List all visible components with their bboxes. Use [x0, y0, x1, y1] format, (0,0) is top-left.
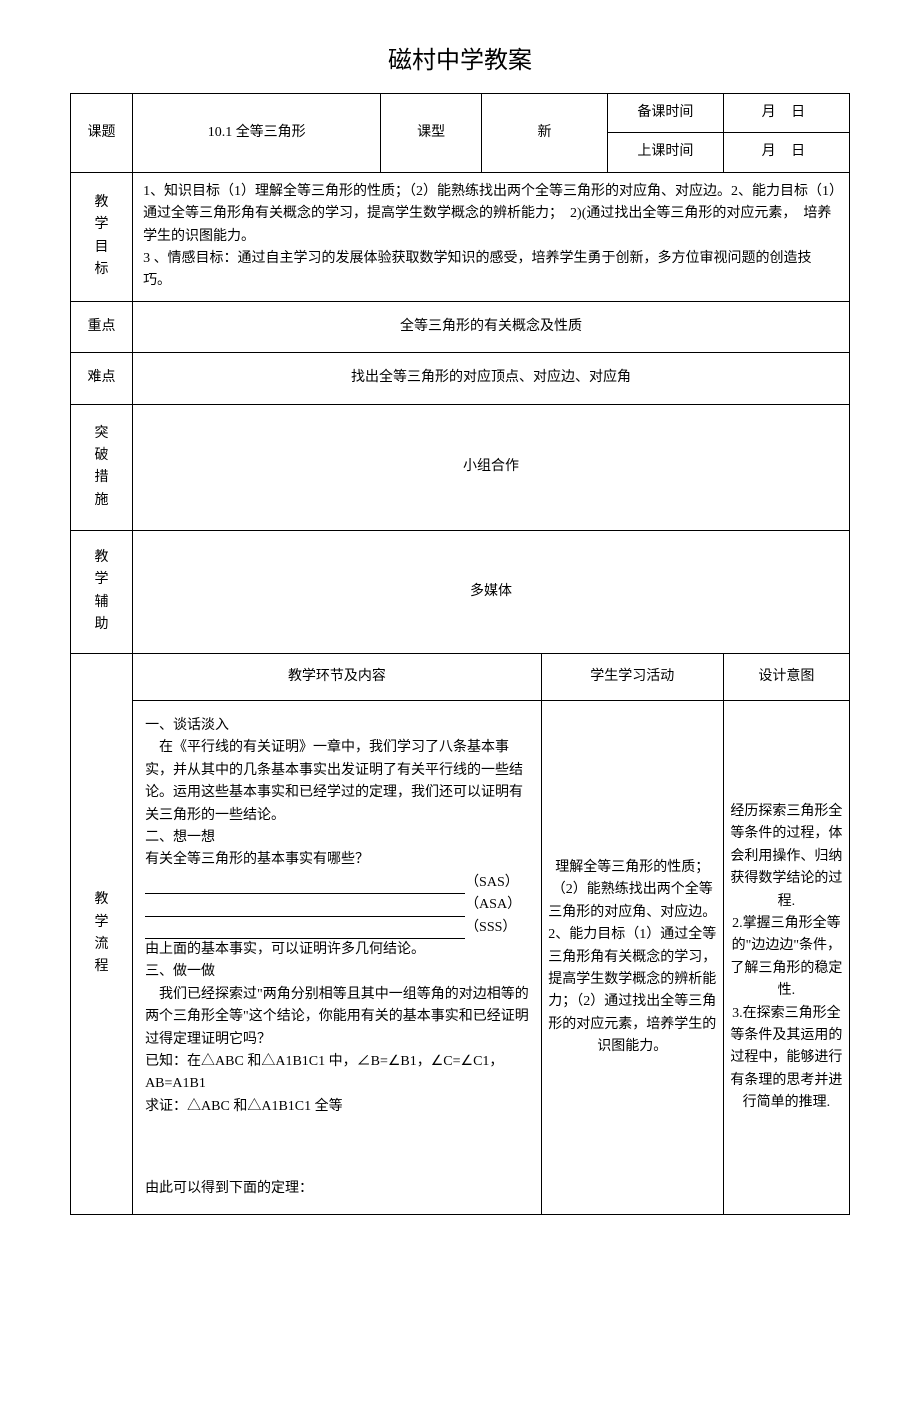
activity-header: 学生学习活动 — [541, 653, 723, 700]
goals-label: 教学目标 — [71, 172, 133, 301]
topic-value: 10.1 全等三角形 — [133, 94, 381, 173]
type-value: 新 — [481, 94, 607, 173]
content-body: 一、谈话淡入 在《平行线的有关证明》一章中，我们学习了八条基本事实，并从其中的几… — [133, 701, 542, 1215]
content-p4: 有关全等三角形的基本事实有哪些？ — [145, 849, 529, 871]
flow-label: 教 学 流 程 — [71, 653, 133, 1215]
break-value: 小组合作 — [133, 404, 850, 531]
lesson-plan-table: 课题 10.1 全等三角形 课型 新 备课时间 月 日 上课时间 月 日 教学目… — [70, 93, 850, 1215]
content-p9: 求证：△ABC 和△A1B1C1 全等 — [145, 1096, 529, 1118]
content-p5: 由上面的基本事实，可以证明许多几何结论。 — [145, 939, 529, 961]
content-p3: 二、想一想 — [145, 827, 529, 849]
activity-body: 理解全等三角形的性质；（2）能熟练找出两个全等三角形的对应角、对应边。 2、能力… — [541, 701, 723, 1215]
aid-label: 教学辅助 — [71, 531, 133, 654]
key-value: 全等三角形的有关概念及性质 — [133, 301, 850, 352]
content-p2: 在《平行线的有关证明》一章中，我们学习了八条基本事实，并从其中的几条基本事实出发… — [145, 737, 529, 827]
prep-time-value: 月 日 — [723, 94, 849, 133]
class-time-value: 月 日 — [723, 133, 849, 172]
goals-value: 1、知识目标（1）理解全等三角形的性质；（2）能熟练找出两个全等三角形的对应角、… — [133, 172, 850, 301]
page-title: 磁村中学教案 — [70, 40, 850, 75]
content-sas: （SAS） — [145, 872, 529, 894]
topic-label: 课题 — [71, 94, 133, 173]
design-body: 经历探索三角形全等条件的过程，体会利用操作、归纳获得数学结论的过程. 2.掌握三… — [723, 701, 849, 1215]
content-header: 教学环节及内容 — [133, 653, 542, 700]
diff-label: 难点 — [71, 353, 133, 404]
break-label: 突破措施 — [71, 404, 133, 531]
diff-value: 找出全等三角形的对应顶点、对应边、对应角 — [133, 353, 850, 404]
type-label: 课型 — [381, 94, 482, 173]
spacer — [145, 1118, 529, 1178]
content-p10: 由此可以得到下面的定理： — [145, 1178, 529, 1200]
content-p8: 已知：在△ABC 和△A1B1C1 中，∠B=∠B1，∠C=∠C1，AB=A1B… — [145, 1051, 529, 1096]
content-asa: （ASA） — [145, 894, 529, 916]
design-header: 设计意图 — [723, 653, 849, 700]
blank-line — [145, 924, 465, 939]
aid-value: 多媒体 — [133, 531, 850, 654]
key-label: 重点 — [71, 301, 133, 352]
blank-line — [145, 902, 465, 917]
content-sss: （SSS） — [145, 917, 529, 939]
prep-time-label: 备课时间 — [608, 94, 724, 133]
content-p1: 一、谈话淡入 — [145, 715, 529, 737]
class-time-label: 上课时间 — [608, 133, 724, 172]
content-p7: 我们已经探索过"两角分别相等且其中一组等角的对边相等的两个三角形全等"这个结论，… — [145, 984, 529, 1051]
blank-line — [145, 879, 465, 894]
content-p6: 三、做一做 — [145, 961, 529, 983]
